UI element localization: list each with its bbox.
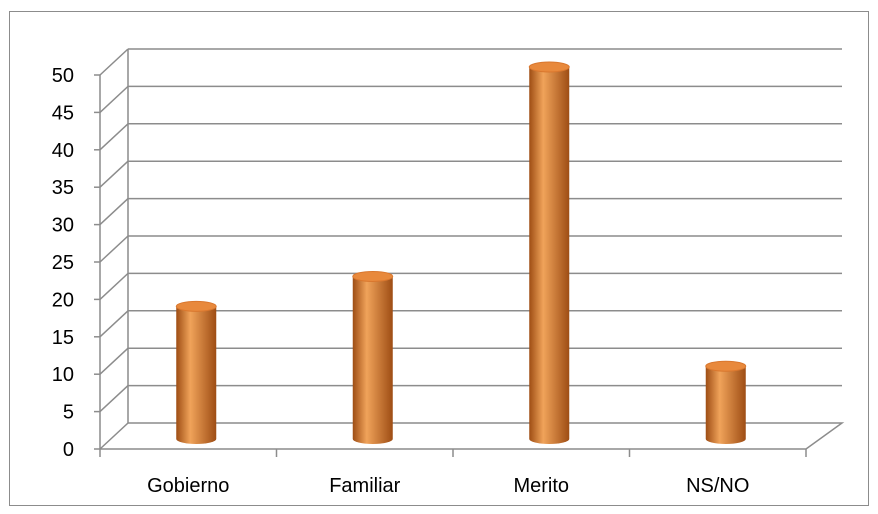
y-tick-label: 40 <box>52 140 74 162</box>
y-tick-label: 0 <box>63 439 74 461</box>
bar-gobierno <box>175 300 217 444</box>
y-tick-label: 50 <box>52 65 74 87</box>
side-wall-gridline <box>99 48 129 76</box>
y-tick-label: 10 <box>52 364 74 386</box>
bar-merito <box>528 61 570 444</box>
side-wall-gridline <box>99 235 129 263</box>
bars <box>175 61 747 444</box>
side-wall-gridline <box>99 422 129 450</box>
bar-top <box>705 360 747 372</box>
y-tick-label: 5 <box>63 402 74 424</box>
y-tick-labels: 0 5 10 15 20 25 30 35 40 45 50 <box>52 65 74 461</box>
bar-body <box>352 276 393 444</box>
side-wall-gridline <box>99 85 129 113</box>
x-category-label: Familiar <box>329 475 400 497</box>
bar-top <box>352 270 394 282</box>
bar-top <box>528 61 570 73</box>
x-category-labels: Gobierno Familiar Merito NS/NO <box>147 475 749 497</box>
bar-body <box>176 306 217 444</box>
bar-body <box>705 366 746 444</box>
bar-familiar <box>352 270 394 444</box>
x-category-label: Gobierno <box>147 475 229 497</box>
y-tick-label: 20 <box>52 289 74 311</box>
bar-body <box>529 67 570 444</box>
gridlines <box>99 48 845 450</box>
y-tick-label: 35 <box>52 177 74 199</box>
y-tick-label: 15 <box>52 327 74 349</box>
side-wall-gridline <box>99 385 129 413</box>
side-wall-gridline <box>99 347 129 375</box>
side-wall-gridline <box>99 123 129 151</box>
side-wall-gridline <box>99 198 129 226</box>
x-category-label: Merito <box>513 475 569 497</box>
side-wall-gridline <box>99 272 129 300</box>
y-tick-label: 30 <box>52 215 74 237</box>
side-wall-gridline <box>99 160 129 188</box>
axes <box>94 49 807 457</box>
bar-ns-no <box>705 360 747 444</box>
x-category-label: NS/NO <box>686 475 749 497</box>
bar-top <box>175 300 217 312</box>
y-tick-label: 25 <box>52 252 74 274</box>
y-tick-label: 45 <box>52 102 74 124</box>
side-wall-gridline <box>99 310 129 338</box>
